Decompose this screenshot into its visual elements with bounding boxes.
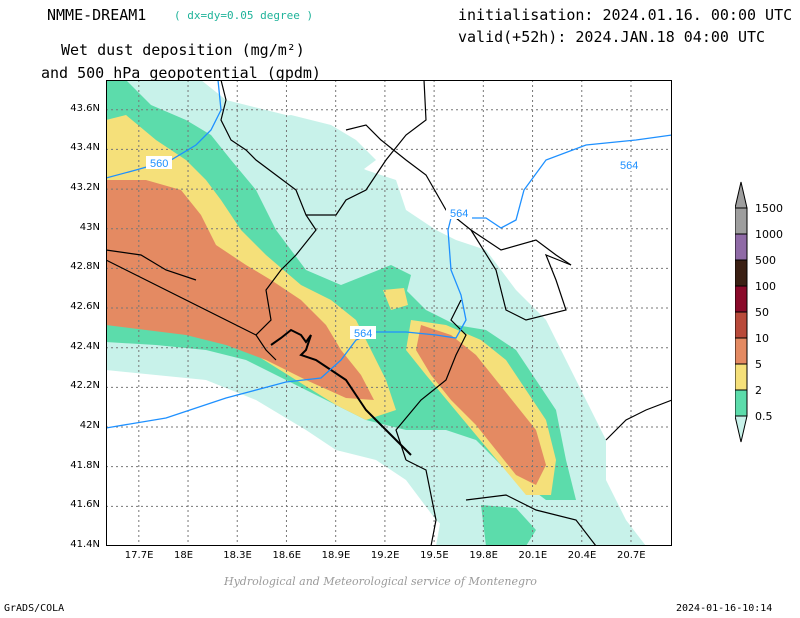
map-frame xyxy=(106,80,672,546)
contour-label-560: 560 xyxy=(150,158,168,170)
timestamp-label: 2024-01-16-10:14 xyxy=(676,603,773,614)
lat-tick-label: 43.2N xyxy=(70,182,100,194)
software-label: GrADS/COLA xyxy=(4,603,65,614)
model-title: NMME-DREAM1 xyxy=(47,6,147,24)
lat-tick-label: 43.4N xyxy=(70,142,100,154)
colorbar-swatch xyxy=(735,363,748,391)
lon-tick-label: 18.6E xyxy=(272,550,302,561)
lat-tick-label: 42.2N xyxy=(70,380,100,392)
lon-tick-label: 19.8E xyxy=(469,550,498,561)
deposition-area-0.5-b xyxy=(261,115,376,175)
colorbar-label: 100 xyxy=(755,280,776,293)
colorbar-swatch xyxy=(735,337,748,365)
contour-labels: 560 564 564 564 xyxy=(146,156,642,340)
lat-tick-label: 42.4N xyxy=(70,340,100,352)
colorbar-label: 1000 xyxy=(755,228,783,241)
dust-map: 560 564 564 564 xyxy=(106,80,672,546)
lon-tick-label: 19.5E xyxy=(420,550,449,561)
colorbar: 0.5 2 5 10 50 100 500 1000 1500 xyxy=(735,181,783,443)
lat-tick-label: 42N xyxy=(79,420,100,432)
colorbar-swatch xyxy=(735,389,748,417)
colorbar-label: 50 xyxy=(755,306,769,319)
colorbar-top-arrow xyxy=(735,181,748,209)
deposition-area-2-c xyxy=(481,505,536,546)
contour-label-564-c: 564 xyxy=(354,328,372,340)
deposition-area-10-b xyxy=(416,325,546,485)
colorbar-swatch xyxy=(735,207,748,235)
colorbar-label: 1500 xyxy=(755,202,783,215)
colorbar-swatch xyxy=(735,233,748,261)
grid-lines xyxy=(106,80,672,546)
credit-text: Hydrological and Meteorological service … xyxy=(224,575,537,588)
colorbar-swatch xyxy=(735,311,748,339)
contour-label-564-b: 564 xyxy=(620,160,638,172)
colorbar-label: 10 xyxy=(755,332,769,345)
lon-tick-label: 19.2E xyxy=(370,550,400,561)
lat-tick-label: 41.6N xyxy=(70,499,100,511)
lat-tick-label: 43.6N xyxy=(70,102,100,114)
lat-tick-label: 42.6N xyxy=(70,301,100,313)
lat-tick-label: 43N xyxy=(79,221,100,233)
colorbar-swatch xyxy=(735,285,748,313)
colorbar-bottom-arrow xyxy=(735,415,748,443)
colorbar-label: 5 xyxy=(755,358,762,371)
colorbar-label: 2 xyxy=(755,384,762,397)
lon-tick-label: 18.9E xyxy=(321,550,351,561)
geopotential-contours xyxy=(106,80,672,429)
lon-tick-label: 20.4E xyxy=(567,550,597,561)
lat-tick-label: 41.4N xyxy=(70,539,100,550)
colorbar-label: 500 xyxy=(755,254,776,267)
lat-tick-label: 41.8N xyxy=(70,459,100,471)
lon-tick-label: 20.1E xyxy=(518,550,548,561)
deposition-area-5-c xyxy=(383,288,408,310)
colorbar-swatch xyxy=(735,259,748,287)
contour-label-564-a: 564 xyxy=(450,208,468,220)
map-fill xyxy=(106,80,672,546)
field-title-line1: Wet dust deposition (mg/m²) xyxy=(61,41,305,59)
lon-tick-label: 20.7E xyxy=(616,550,646,561)
montenegro-coastline xyxy=(270,328,412,456)
valid-time: valid(+52h): 2024.JAN.18 04:00 UTC xyxy=(458,28,766,46)
lon-tick-label: 17.7E xyxy=(124,550,154,561)
initialisation-time: initialisation: 2024.01.16. 00:00 UTC xyxy=(458,6,793,24)
colorbar-label: 0.5 xyxy=(755,410,773,423)
lon-tick-label: 18E xyxy=(174,550,194,561)
lat-tick-label: 42.8N xyxy=(70,261,100,273)
lon-tick-label: 18.3E xyxy=(223,550,252,561)
field-title-line2: and 500 hPa geopotential (gpdm) xyxy=(41,64,321,82)
resolution-label: ( dx=dy=0.05 degree ) xyxy=(174,9,314,22)
